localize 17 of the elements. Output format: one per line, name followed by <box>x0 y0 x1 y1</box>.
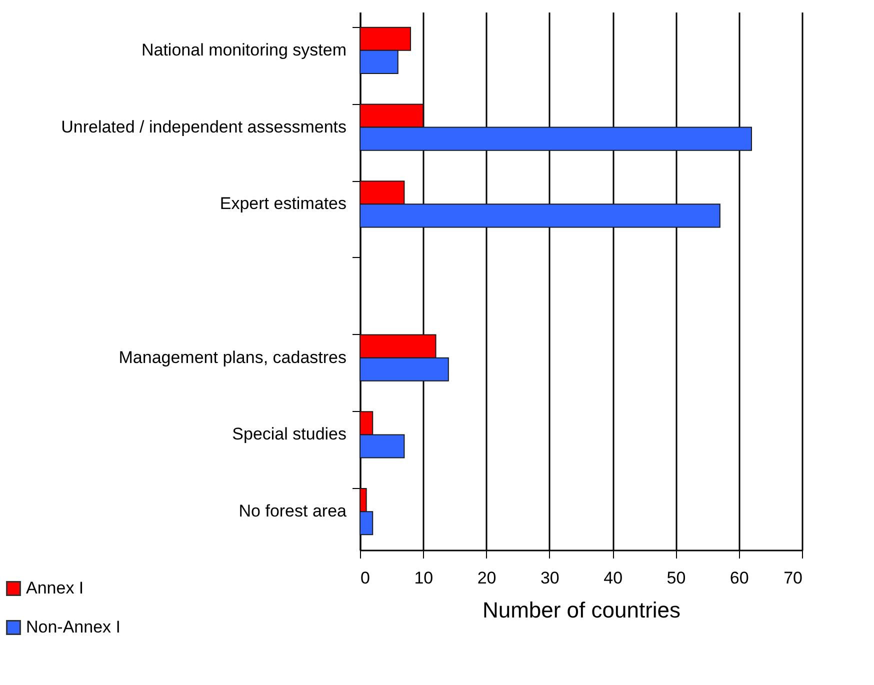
x-tick-label: 40 <box>604 568 623 588</box>
legend-label: Annex I <box>26 578 84 598</box>
y-tick-label: National monitoring system <box>141 40 346 60</box>
y-tick-label: Unrelated / independent assessments <box>61 117 346 136</box>
y-tick-label: Special studies <box>232 424 346 444</box>
x-tick-label: 10 <box>414 568 434 588</box>
x-tick-label: 20 <box>477 568 496 588</box>
x-tick-label: 0 <box>360 568 370 588</box>
x-axis-title: Number of countries <box>482 598 681 622</box>
y-tick-label: Management plans, cadastres <box>118 348 346 367</box>
y-tick-label: Expert estimates <box>220 194 346 214</box>
y-tick-label: No forest area <box>238 502 348 521</box>
legend-label: Non-Annex I <box>26 618 120 636</box>
x-tick-label: 50 <box>666 568 686 588</box>
x-tick-label: 60 <box>730 568 749 588</box>
x-tick-label: 70 <box>784 568 802 588</box>
x-tick-label: 30 <box>540 568 560 588</box>
